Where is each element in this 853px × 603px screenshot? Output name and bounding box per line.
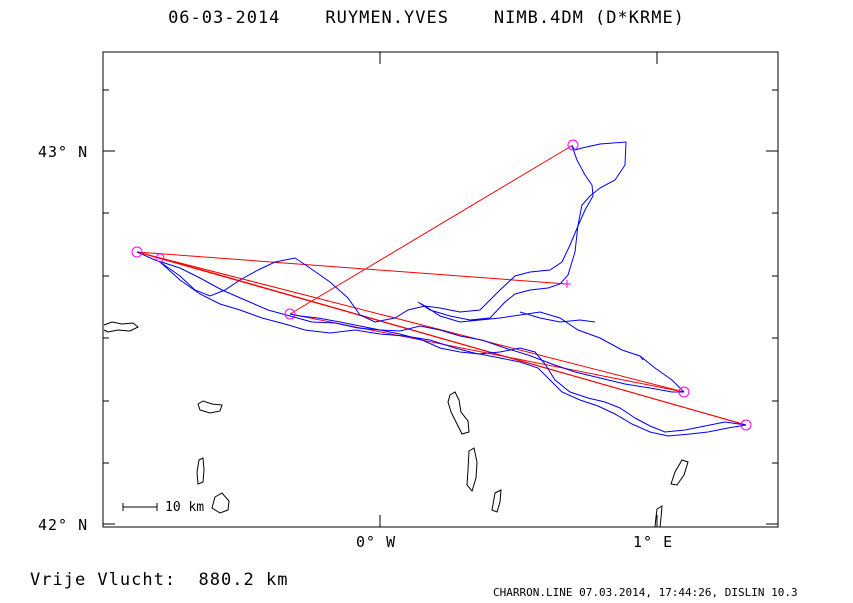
flight-distance: Vrije Vlucht: 880.2 km: [30, 570, 288, 590]
task-lines: [136, 144, 747, 426]
flight-date: 06-03-2014: [168, 8, 281, 28]
scale-bar-label: 10 km: [165, 500, 205, 515]
map-title: 06-03-2014 RUYMEN.YVES NIMB.4DM (D*KRME): [0, 8, 853, 28]
lon-label-1e: 1° E: [633, 533, 674, 551]
country-borders: [103, 321, 689, 528]
footer-info: CHARRON.LINE 07.03.2014, 17:44:26, DISLI…: [493, 586, 798, 599]
glider-name: NIMB.4DM (D*KRME): [493, 8, 685, 28]
lat-label-42: 42° N: [38, 516, 89, 534]
lon-label-0w: 0° W: [356, 533, 397, 551]
turnpoints: [131, 139, 752, 431]
distance-label: Vrije Vlucht:: [30, 570, 177, 590]
scale-bar: [122, 503, 158, 511]
axis-ticks: [103, 52, 778, 527]
distance-value: 880.2 km: [198, 570, 289, 590]
pilot-name: RUYMEN.YVES: [325, 8, 449, 28]
gps-track: [136, 141, 747, 437]
lat-label-43: 43° N: [38, 143, 89, 161]
map-frame: [102, 51, 779, 528]
